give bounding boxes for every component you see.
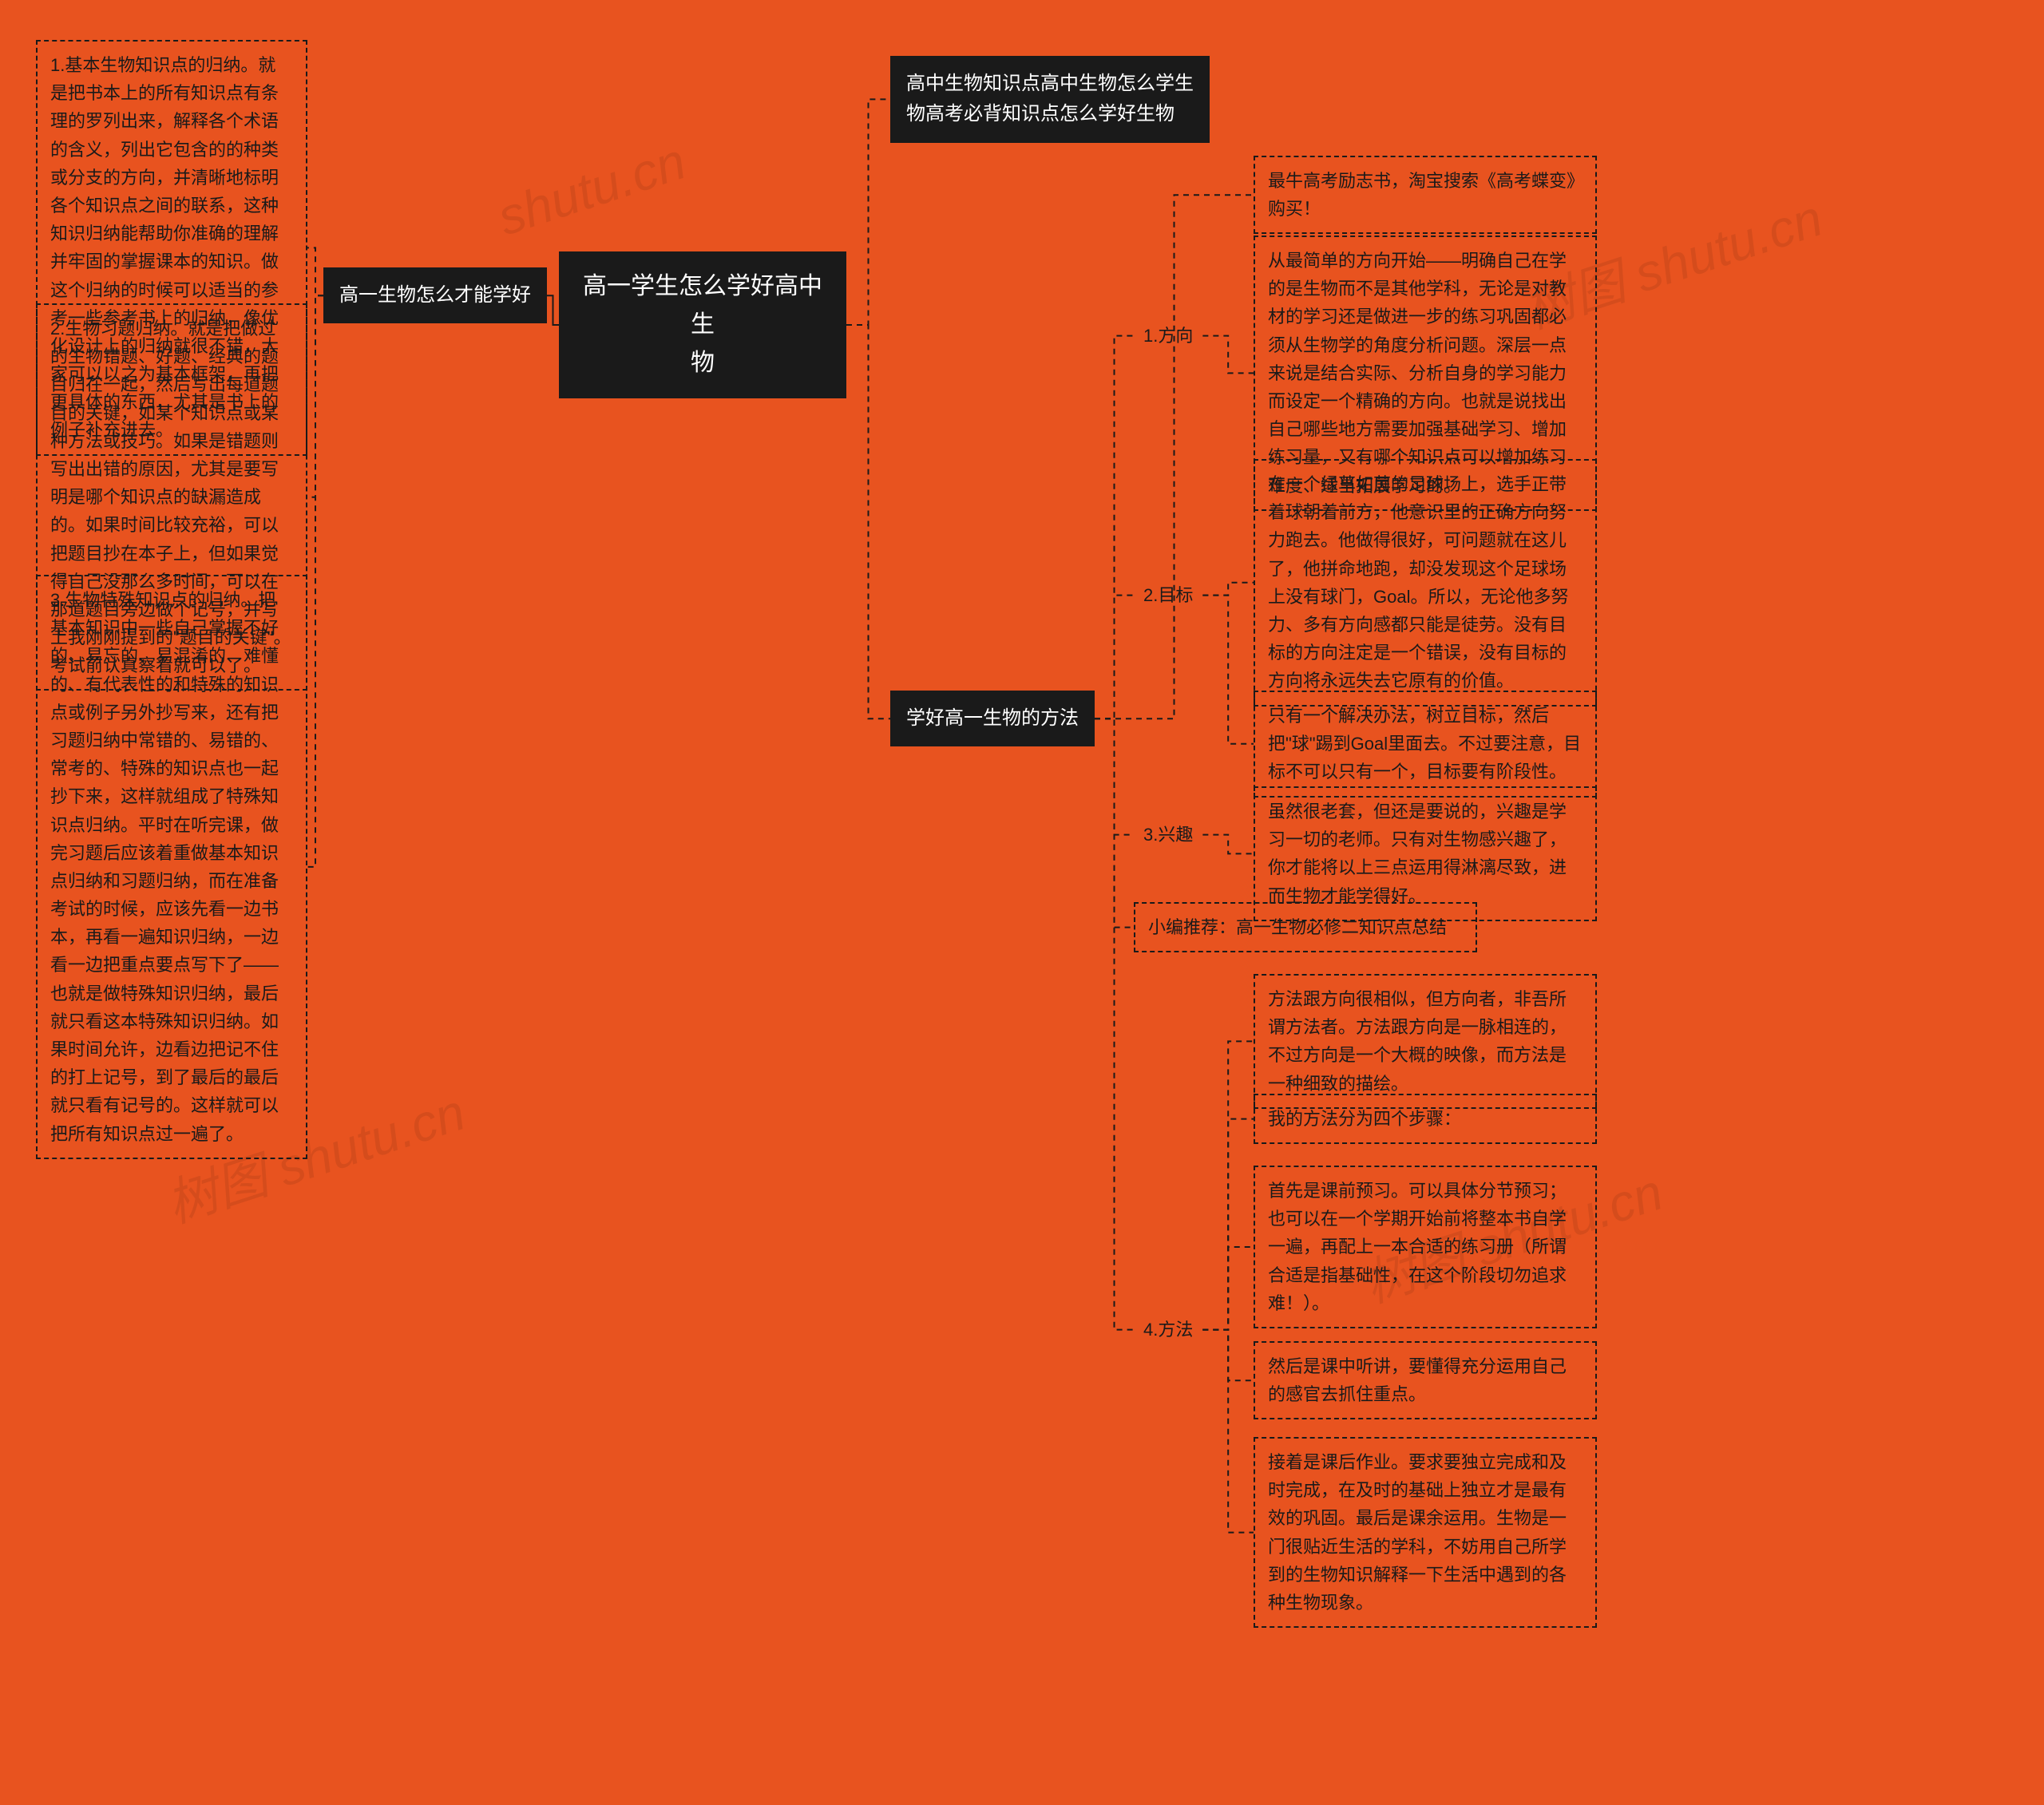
- leaf-text: 小编推荐：高一生物必修二知识点总结: [1148, 917, 1447, 937]
- rb-method-leaf-2[interactable]: 我的方法分为四个步骤：: [1254, 1094, 1597, 1144]
- leaf-text: 首先是课前预习。可以具体分节预习；也可以在一个学期开始前将整本书自学一遍，再配上…: [1268, 1181, 1567, 1313]
- right-top-line2: 物高考必背知识点怎么学好生物: [906, 103, 1175, 125]
- root-title-line1: 高一学生怎么学好高中生: [583, 273, 822, 338]
- rb-sub-direction[interactable]: 1.方向: [1134, 315, 1202, 356]
- leaf-text: 虽然很老套，但还是要说的，兴趣是学习一切的老师。只有对生物感兴趣了，你才能将以上…: [1268, 802, 1567, 906]
- sub-label: 3.兴趣: [1143, 825, 1193, 845]
- rb-method-leaf-1[interactable]: 方法跟方向很相似，但方向者，非吾所谓方法者。方法跟方向是一脉相连的，不过方向是一…: [1254, 974, 1597, 1109]
- leaf-text: 我的方法分为四个步骤：: [1268, 1109, 1461, 1129]
- left-branch-label: 高一生物怎么才能学好: [339, 284, 531, 306]
- rb-leaf-recommend[interactable]: 小编推荐：高一生物必修二知识点总结: [1134, 902, 1477, 952]
- rb-sub-interest[interactable]: 3.兴趣: [1134, 814, 1202, 855]
- right-bottom-label: 学好高一生物的方法: [906, 707, 1079, 729]
- leaf-text: 只有一个解决办法，树立目标，然后把"球"踢到Goal里面去。不过要注意，目标不可…: [1268, 706, 1581, 782]
- right-top-line1: 高中生物知识点高中生物怎么学生: [906, 73, 1194, 94]
- leaf-text: 在一个绿草如茵的足球场上，选手正带着球朝着前方，他意识里的正确方向努力跑去。他做…: [1268, 474, 1568, 691]
- root-title-line2: 物: [691, 350, 715, 376]
- rb-interest-leaf[interactable]: 虽然很老套，但还是要说的，兴趣是学习一切的老师。只有对生物感兴趣了，你才能将以上…: [1254, 786, 1597, 921]
- rb-leaf-promo[interactable]: 最牛高考励志书，淘宝搜索《高考蝶变》购买！: [1254, 156, 1597, 234]
- rb-method-leaf-3[interactable]: 首先是课前预习。可以具体分节预习；也可以在一个学期开始前将整本书自学一遍，再配上…: [1254, 1166, 1597, 1328]
- watermark: shutu.cn: [490, 131, 692, 247]
- leaf-text: 最牛高考励志书，淘宝搜索《高考蝶变》购买！: [1268, 171, 1575, 219]
- left-branch[interactable]: 高一生物怎么才能学好: [323, 267, 547, 323]
- rb-goal-leaf-1[interactable]: 在一个绿草如茵的足球场上，选手正带着球朝着前方，他意识里的正确方向努力跑去。他做…: [1254, 459, 1597, 707]
- right-top-branch[interactable]: 高中生物知识点高中生物怎么学生 物高考必背知识点怎么学好生物: [890, 56, 1210, 143]
- rb-method-leaf-4[interactable]: 然后是课中听讲，要懂得充分运用自己的感官去抓住重点。: [1254, 1341, 1597, 1419]
- leaf-text: 3.生物特殊知识点的归纳。把基本知识中一些自己掌握不好的、易忘的、易混淆的、难懂…: [50, 590, 279, 1144]
- right-bottom-branch[interactable]: 学好高一生物的方法: [890, 691, 1095, 746]
- root-node[interactable]: 高一学生怎么学好高中生 物: [559, 251, 846, 398]
- sub-label: 2.目标: [1143, 585, 1193, 605]
- sub-label: 4.方法: [1143, 1320, 1193, 1340]
- leaf-text: 然后是课中听讲，要懂得充分运用自己的感官去抓住重点。: [1268, 1356, 1567, 1404]
- left-leaf-3[interactable]: 3.生物特殊知识点的归纳。把基本知识中一些自己掌握不好的、易忘的、易混淆的、难懂…: [36, 575, 307, 1159]
- rb-method-leaf-5[interactable]: 接着是课后作业。要求要独立完成和及时完成，在及时的基础上独立才是最有效的巩固。最…: [1254, 1437, 1597, 1628]
- rb-sub-method[interactable]: 4.方法: [1134, 1309, 1202, 1350]
- rb-goal-leaf-2[interactable]: 只有一个解决办法，树立目标，然后把"球"踢到Goal里面去。不过要注意，目标不可…: [1254, 691, 1597, 798]
- sub-label: 1.方向: [1143, 326, 1193, 346]
- leaf-text: 接着是课后作业。要求要独立完成和及时完成，在及时的基础上独立才是最有效的巩固。最…: [1268, 1452, 1567, 1613]
- rb-sub-goal[interactable]: 2.目标: [1134, 575, 1202, 616]
- leaf-text: 方法跟方向很相似，但方向者，非吾所谓方法者。方法跟方向是一脉相连的，不过方向是一…: [1268, 989, 1567, 1094]
